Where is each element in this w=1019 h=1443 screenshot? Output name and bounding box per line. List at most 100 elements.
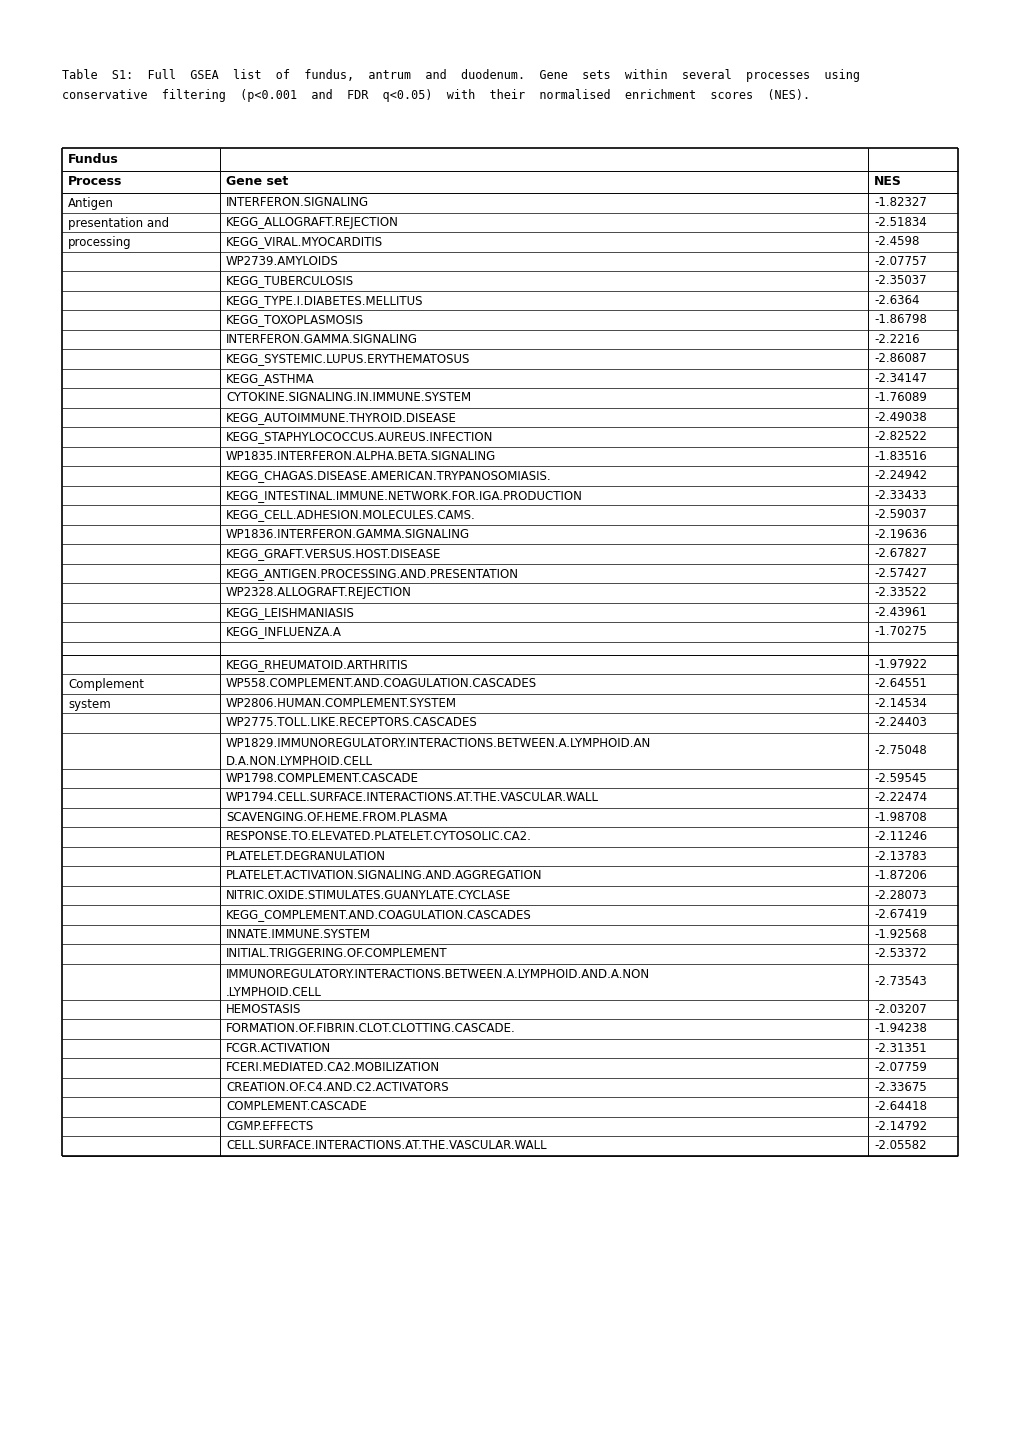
Text: -1.92568: -1.92568 [873, 928, 926, 941]
Text: .LYMPHOID.CELL: .LYMPHOID.CELL [226, 986, 322, 999]
Text: KEGG_ANTIGEN.PROCESSING.AND.PRESENTATION: KEGG_ANTIGEN.PROCESSING.AND.PRESENTATION [226, 567, 519, 580]
Text: WP2806.HUMAN.COMPLEMENT.SYSTEM: WP2806.HUMAN.COMPLEMENT.SYSTEM [226, 697, 457, 710]
Text: -1.86798: -1.86798 [873, 313, 926, 326]
Text: HEMOSTASIS: HEMOSTASIS [226, 1003, 301, 1016]
Text: NITRIC.OXIDE.STIMULATES.GUANYLATE.CYCLASE: NITRIC.OXIDE.STIMULATES.GUANYLATE.CYCLAS… [226, 889, 511, 902]
Text: KEGG_RHEUMATOID.ARTHRITIS: KEGG_RHEUMATOID.ARTHRITIS [226, 658, 409, 671]
Text: KEGG_GRAFT.VERSUS.HOST.DISEASE: KEGG_GRAFT.VERSUS.HOST.DISEASE [226, 547, 441, 560]
Text: -2.34147: -2.34147 [873, 372, 926, 385]
Text: KEGG_CELL.ADHESION.MOLECULES.CAMS.: KEGG_CELL.ADHESION.MOLECULES.CAMS. [226, 508, 475, 521]
Text: -2.11246: -2.11246 [873, 830, 926, 843]
Text: -1.83516: -1.83516 [873, 450, 926, 463]
Text: CGMP.EFFECTS: CGMP.EFFECTS [226, 1120, 313, 1133]
Text: -1.94238: -1.94238 [873, 1022, 926, 1035]
Text: FCGR.ACTIVATION: FCGR.ACTIVATION [226, 1042, 331, 1055]
Text: processing: processing [68, 237, 131, 250]
Text: Gene set: Gene set [226, 175, 288, 188]
Text: IMMUNOREGULATORY.INTERACTIONS.BETWEEN.A.LYMPHOID.AND.A.NON: IMMUNOREGULATORY.INTERACTIONS.BETWEEN.A.… [226, 967, 649, 980]
Text: -2.22474: -2.22474 [873, 791, 926, 804]
Text: KEGG_COMPLEMENT.AND.COAGULATION.CASCADES: KEGG_COMPLEMENT.AND.COAGULATION.CASCADES [226, 908, 531, 921]
Text: Table  S1:  Full  GSEA  list  of  fundus,  antrum  and  duodenum.  Gene  sets  w: Table S1: Full GSEA list of fundus, antr… [62, 69, 859, 82]
Text: WP2328.ALLOGRAFT.REJECTION: WP2328.ALLOGRAFT.REJECTION [226, 586, 412, 599]
Text: -2.35037: -2.35037 [873, 274, 925, 287]
Text: KEGG_STAPHYLOCOCCUS.AUREUS.INFECTION: KEGG_STAPHYLOCOCCUS.AUREUS.INFECTION [226, 430, 493, 443]
Text: CYTOKINE.SIGNALING.IN.IMMUNE.SYSTEM: CYTOKINE.SIGNALING.IN.IMMUNE.SYSTEM [226, 391, 471, 404]
Text: -1.82327: -1.82327 [873, 196, 926, 209]
Text: FCERI.MEDIATED.CA2.MOBILIZATION: FCERI.MEDIATED.CA2.MOBILIZATION [226, 1061, 439, 1074]
Text: -1.87206: -1.87206 [873, 869, 926, 882]
Text: -1.70275: -1.70275 [873, 625, 926, 638]
Text: -2.43961: -2.43961 [873, 606, 926, 619]
Text: KEGG_TUBERCULOSIS: KEGG_TUBERCULOSIS [226, 274, 354, 287]
Text: Complement: Complement [68, 678, 144, 691]
Text: WP1835.INTERFERON.ALPHA.BETA.SIGNALING: WP1835.INTERFERON.ALPHA.BETA.SIGNALING [226, 450, 496, 463]
Text: -2.64418: -2.64418 [873, 1100, 926, 1113]
Text: WP2739.AMYLOIDS: WP2739.AMYLOIDS [226, 255, 338, 268]
Text: KEGG_TYPE.I.DIABETES.MELLITUS: KEGG_TYPE.I.DIABETES.MELLITUS [226, 294, 423, 307]
Text: KEGG_CHAGAS.DISEASE.AMERICAN.TRYPANOSOMIASIS.: KEGG_CHAGAS.DISEASE.AMERICAN.TRYPANOSOMI… [226, 469, 551, 482]
Text: KEGG_SYSTEMIC.LUPUS.ERYTHEMATOSUS: KEGG_SYSTEMIC.LUPUS.ERYTHEMATOSUS [226, 352, 470, 365]
Text: FORMATION.OF.FIBRIN.CLOT.CLOTTING.CASCADE.: FORMATION.OF.FIBRIN.CLOT.CLOTTING.CASCAD… [226, 1022, 516, 1035]
Text: KEGG_ALLOGRAFT.REJECTION: KEGG_ALLOGRAFT.REJECTION [226, 216, 398, 229]
Text: -2.2216: -2.2216 [873, 333, 919, 346]
Text: -2.64551: -2.64551 [873, 677, 926, 690]
Text: INTERFERON.GAMMA.SIGNALING: INTERFERON.GAMMA.SIGNALING [226, 333, 418, 346]
Text: KEGG_ASTHMA: KEGG_ASTHMA [226, 372, 314, 385]
Text: -2.24403: -2.24403 [873, 716, 926, 729]
Text: -2.51834: -2.51834 [873, 216, 926, 229]
Text: -2.49038: -2.49038 [873, 411, 926, 424]
Text: WP1829.IMMUNOREGULATORY.INTERACTIONS.BETWEEN.A.LYMPHOID.AN: WP1829.IMMUNOREGULATORY.INTERACTIONS.BET… [226, 736, 650, 749]
Text: INITIAL.TRIGGERING.OF.COMPLEMENT: INITIAL.TRIGGERING.OF.COMPLEMENT [226, 947, 447, 960]
Text: -2.4598: -2.4598 [873, 235, 918, 248]
Text: WP1794.CELL.SURFACE.INTERACTIONS.AT.THE.VASCULAR.WALL: WP1794.CELL.SURFACE.INTERACTIONS.AT.THE.… [226, 791, 598, 804]
Text: -2.57427: -2.57427 [873, 567, 926, 580]
Text: -2.86087: -2.86087 [873, 352, 926, 365]
Text: WP1836.INTERFERON.GAMMA.SIGNALING: WP1836.INTERFERON.GAMMA.SIGNALING [226, 528, 470, 541]
Text: RESPONSE.TO.ELEVATED.PLATELET.CYTOSOLIC.CA2.: RESPONSE.TO.ELEVATED.PLATELET.CYTOSOLIC.… [226, 830, 531, 843]
Text: WP2775.TOLL.LIKE.RECEPTORS.CASCADES: WP2775.TOLL.LIKE.RECEPTORS.CASCADES [226, 716, 477, 729]
Text: -1.97922: -1.97922 [873, 658, 926, 671]
Text: -2.14534: -2.14534 [873, 697, 926, 710]
Text: -2.31351: -2.31351 [873, 1042, 926, 1055]
Text: -2.33522: -2.33522 [873, 586, 926, 599]
Text: KEGG_LEISHMANIASIS: KEGG_LEISHMANIASIS [226, 606, 355, 619]
Text: COMPLEMENT.CASCADE: COMPLEMENT.CASCADE [226, 1100, 367, 1113]
Text: -2.6364: -2.6364 [873, 294, 918, 307]
Text: -2.33433: -2.33433 [873, 489, 925, 502]
Text: Antigen: Antigen [68, 198, 114, 211]
Text: INNATE.IMMUNE.SYSTEM: INNATE.IMMUNE.SYSTEM [226, 928, 371, 941]
Text: -2.03207: -2.03207 [873, 1003, 926, 1016]
Text: SCAVENGING.OF.HEME.FROM.PLASMA: SCAVENGING.OF.HEME.FROM.PLASMA [226, 811, 447, 824]
Text: KEGG_TOXOPLASMOSIS: KEGG_TOXOPLASMOSIS [226, 313, 364, 326]
Text: -2.14792: -2.14792 [873, 1120, 926, 1133]
Text: system: system [68, 697, 111, 710]
Text: -2.19636: -2.19636 [873, 528, 926, 541]
Text: KEGG_INTESTINAL.IMMUNE.NETWORK.FOR.IGA.PRODUCTION: KEGG_INTESTINAL.IMMUNE.NETWORK.FOR.IGA.P… [226, 489, 582, 502]
Text: KEGG_VIRAL.MYOCARDITIS: KEGG_VIRAL.MYOCARDITIS [226, 235, 383, 248]
Text: -2.13783: -2.13783 [873, 850, 926, 863]
Text: presentation and: presentation and [68, 216, 169, 229]
Text: PLATELET.DEGRANULATION: PLATELET.DEGRANULATION [226, 850, 385, 863]
Text: -2.67827: -2.67827 [873, 547, 926, 560]
Text: -2.07757: -2.07757 [873, 255, 926, 268]
Text: -2.05582: -2.05582 [873, 1140, 925, 1153]
Text: -1.76089: -1.76089 [873, 391, 926, 404]
Text: WP1798.COMPLEMENT.CASCADE: WP1798.COMPLEMENT.CASCADE [226, 772, 419, 785]
Text: Fundus: Fundus [68, 153, 118, 166]
Text: -2.75048: -2.75048 [873, 745, 926, 758]
Text: -2.28073: -2.28073 [873, 889, 926, 902]
Text: D.A.NON.LYMPHOID.CELL: D.A.NON.LYMPHOID.CELL [226, 755, 373, 768]
Text: -2.07759: -2.07759 [873, 1061, 926, 1074]
Text: -2.82522: -2.82522 [873, 430, 926, 443]
Text: NES: NES [873, 175, 901, 188]
Text: -2.33675: -2.33675 [873, 1081, 926, 1094]
Text: -2.59037: -2.59037 [873, 508, 926, 521]
Text: CREATION.OF.C4.AND.C2.ACTIVATORS: CREATION.OF.C4.AND.C2.ACTIVATORS [226, 1081, 448, 1094]
Text: -2.53372: -2.53372 [873, 947, 926, 960]
Text: WP558.COMPLEMENT.AND.COAGULATION.CASCADES: WP558.COMPLEMENT.AND.COAGULATION.CASCADE… [226, 677, 537, 690]
Text: KEGG_AUTOIMMUNE.THYROID.DISEASE: KEGG_AUTOIMMUNE.THYROID.DISEASE [226, 411, 457, 424]
Text: INTERFERON.SIGNALING: INTERFERON.SIGNALING [226, 196, 369, 209]
Text: CELL.SURFACE.INTERACTIONS.AT.THE.VASCULAR.WALL: CELL.SURFACE.INTERACTIONS.AT.THE.VASCULA… [226, 1140, 546, 1153]
Text: -2.59545: -2.59545 [873, 772, 926, 785]
Text: Process: Process [68, 175, 122, 188]
